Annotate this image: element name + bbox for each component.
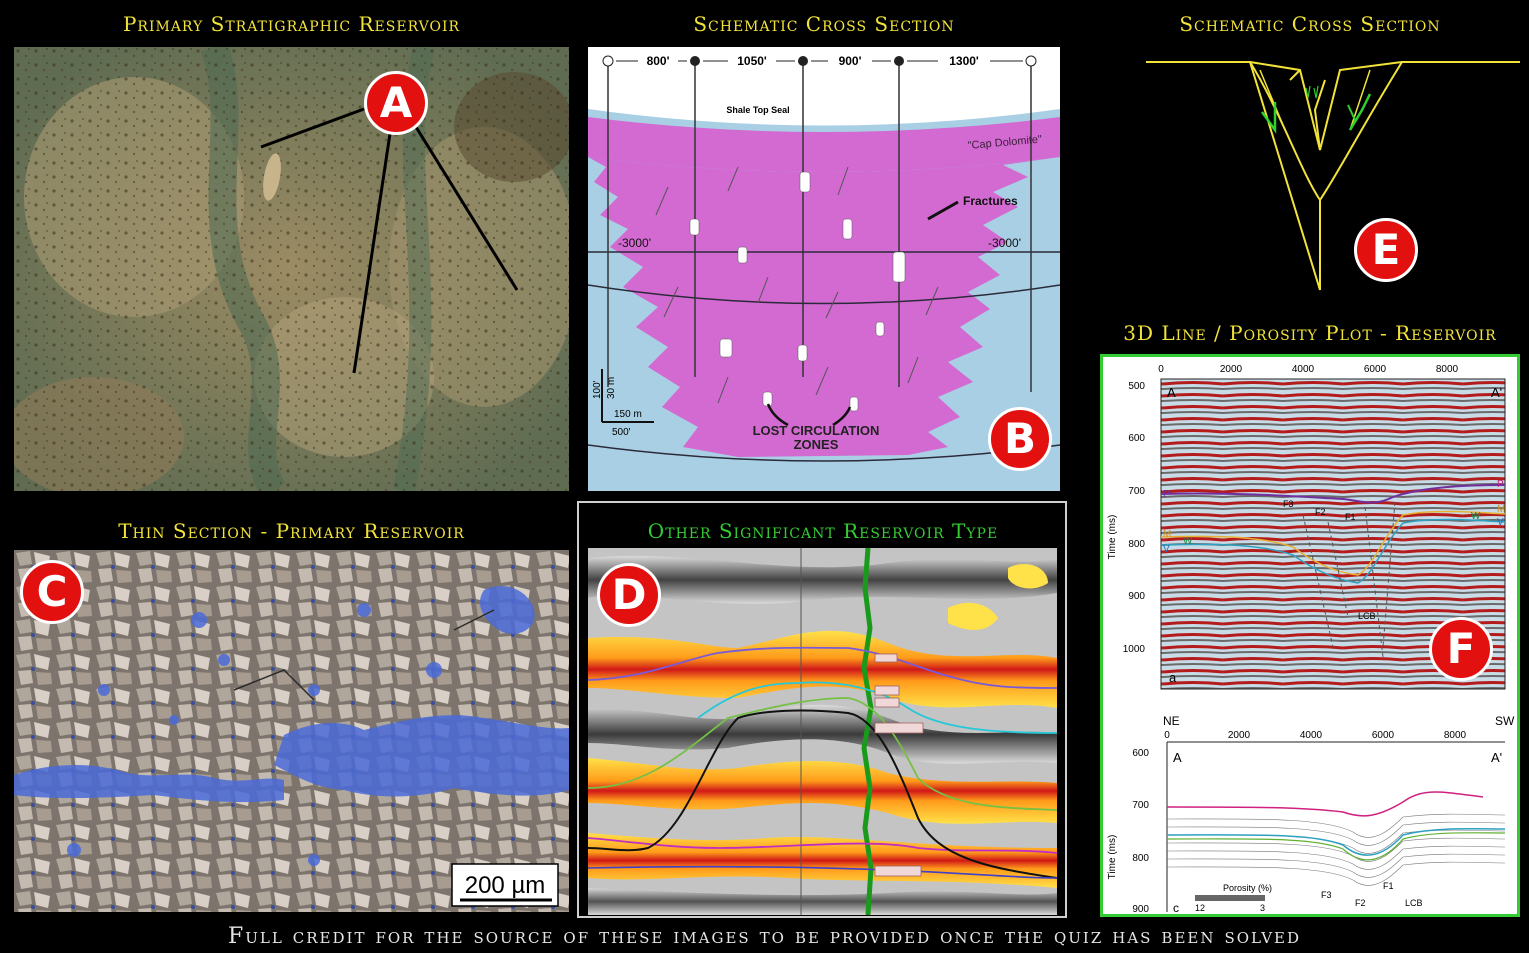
porosity-min: 12: [1195, 903, 1205, 913]
scale-vertical-ft: 100': [592, 380, 603, 399]
bottom-y-tick-1: 700: [1132, 800, 1149, 811]
bottom-x-tick-2: 4000: [1300, 730, 1323, 741]
bottom-y-tick-0: 600: [1132, 748, 1149, 759]
depth-left-label: -3000': [618, 236, 651, 250]
spacing-2: 1050': [737, 54, 767, 68]
top-x-tick-4: 8000: [1436, 364, 1459, 375]
horizon-p-right: P: [1497, 479, 1504, 490]
panel-a-title: Primary Stratigraphic Reservoir: [122, 12, 461, 36]
badge-a: A: [364, 71, 428, 135]
badge-e: E: [1354, 218, 1418, 282]
spacing-3: 900': [839, 54, 862, 68]
panel-d-title: Other Significant Reservoir Type: [647, 519, 999, 543]
top-panel-tag: a: [1169, 670, 1177, 685]
panel-c-title: Thin Section - Primary Reservoir: [118, 519, 465, 543]
porosity-label: Porosity (%): [1223, 883, 1272, 893]
badge-b: B: [988, 407, 1052, 471]
label-ne: NE: [1163, 714, 1180, 728]
top-x-tick-1: 2000: [1220, 364, 1243, 375]
bottom-panel-tag: c: [1173, 901, 1179, 914]
fault-f3-top: F3: [1283, 499, 1294, 509]
panel-b-title: Schematic Cross Section: [693, 12, 955, 36]
fractures-label: Fractures: [963, 194, 1018, 208]
bottom-corner-a: A: [1173, 750, 1182, 765]
spacing-1: 800': [647, 54, 670, 68]
top-y-tick-2: 700: [1128, 486, 1145, 497]
shale-top-seal-label: Shale Top Seal: [726, 105, 789, 115]
horizon-w-right: W: [1471, 511, 1481, 522]
horizon-p-left: P: [1163, 489, 1170, 500]
bottom-x-tick-3: 6000: [1372, 730, 1395, 741]
fault-lcb-bottom: LCB: [1405, 898, 1423, 908]
top-y-tick-1: 600: [1128, 433, 1145, 444]
panel-b-schematic: 800' 1050' 900' 1300' Shale Top Seal "Ca…: [588, 47, 1060, 491]
fault-f1-top: F1: [1345, 512, 1356, 522]
top-y-tick-3: 800: [1128, 539, 1145, 550]
footer-credit: Full credit for the source of these imag…: [227, 924, 1302, 949]
horizon-m-right: M: [1497, 504, 1505, 515]
top-corner-a: A: [1167, 385, 1176, 400]
top-y-tick-4: 900: [1128, 591, 1145, 602]
label-sw: SW: [1495, 714, 1515, 728]
bottom-corner-a-prime: A': [1491, 750, 1502, 765]
top-y-tick-0: 500: [1128, 381, 1145, 392]
badge-d: D: [597, 563, 661, 627]
top-y-tick-5: 1000: [1123, 644, 1146, 655]
top-y-label: Time (ms): [1107, 515, 1118, 560]
panel-c-thin-section: 200 µm: [14, 550, 569, 912]
scale-bar-label: 200 µm: [465, 872, 546, 899]
spacing-4: 1300': [949, 54, 979, 68]
fault-f2-top: F2: [1315, 507, 1326, 517]
bottom-y-tick-2: 800: [1132, 853, 1149, 864]
top-x-tick-3: 6000: [1364, 364, 1387, 375]
zones-label: ZONES: [794, 437, 839, 452]
fault-lcb-top: LCB: [1358, 611, 1376, 621]
horizon-m-left: M: [1163, 529, 1171, 540]
panel-a-rock-photo: [14, 47, 569, 491]
fault-f3-bottom: F3: [1321, 890, 1332, 900]
bottom-y-tick-3: 900: [1132, 904, 1149, 914]
badge-c: C: [20, 560, 84, 624]
bottom-x-tick-0: 0: [1164, 730, 1170, 741]
panel-f-title: 3D Line / Porosity Plot - Reservoir: [1123, 321, 1497, 345]
panel-e-schematic: [1140, 50, 1529, 300]
scale-vertical-m: 30 m: [606, 377, 617, 399]
panel-e-title: Schematic Cross Section: [1179, 12, 1441, 36]
bottom-x-tick-4: 8000: [1444, 730, 1467, 741]
badge-f: F: [1429, 617, 1493, 681]
porosity-max: 3: [1260, 903, 1265, 913]
horizon-w-left: W: [1183, 536, 1193, 547]
lost-circulation-label: LOST CIRCULATION: [753, 423, 880, 438]
bottom-x-tick-1: 2000: [1228, 730, 1251, 741]
horizon-v-right: V: [1497, 517, 1504, 528]
fault-f2-bottom: F2: [1355, 898, 1366, 908]
panel-d-frame: [577, 501, 1067, 918]
panel-d-seismic: [588, 548, 1057, 915]
top-x-tick-2: 4000: [1292, 364, 1315, 375]
horizon-v-left: V: [1163, 544, 1170, 555]
fault-f1-bottom: F1: [1383, 881, 1394, 891]
scale-horizontal-m: 150 m: [614, 409, 642, 420]
top-corner-a-prime: A': [1491, 385, 1502, 400]
top-x-tick-0: 0: [1158, 364, 1164, 375]
depth-right-label: -3000': [988, 236, 1021, 250]
bottom-y-label: Time (ms): [1107, 835, 1118, 880]
scale-horizontal-ft: 500': [612, 427, 631, 438]
